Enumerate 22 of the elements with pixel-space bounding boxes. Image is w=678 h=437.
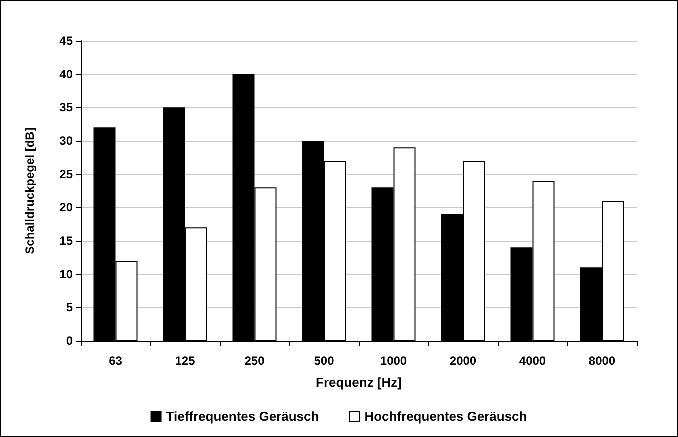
y-tick-label: 0 — [66, 334, 74, 348]
y-tick-label: 45 — [60, 34, 74, 48]
x-tick-label: 8000 — [588, 354, 616, 368]
x-tick-label: 125 — [175, 354, 196, 368]
x-tick-label: 2000 — [450, 354, 477, 368]
legend-label: Tieffrequentes Geräusch — [166, 409, 320, 424]
y-tick-label: 20 — [60, 200, 74, 215]
y-tick-label: 10 — [60, 267, 74, 282]
y-tick-label: 30 — [60, 134, 74, 148]
y-tick-label: 15 — [60, 234, 74, 248]
x-tick-label: 1000 — [380, 354, 408, 368]
y-axis-title: Schalldruckpegel [dB] — [23, 128, 37, 254]
y-tick-label: 40 — [60, 67, 74, 82]
legend-label: Hochfrequentes Geräusch — [364, 409, 528, 424]
x-tick-label: 63 — [109, 354, 123, 368]
y-tick-label: 25 — [60, 167, 74, 182]
x-tick-label: 250 — [244, 354, 266, 368]
x-tick-label: 4000 — [519, 354, 546, 368]
x-axis-title: Frequenz [Hz] — [316, 375, 402, 390]
x-tick-label: 500 — [314, 354, 335, 368]
y-tick-label: 5 — [66, 300, 74, 315]
y-tick-label: 35 — [60, 100, 74, 115]
